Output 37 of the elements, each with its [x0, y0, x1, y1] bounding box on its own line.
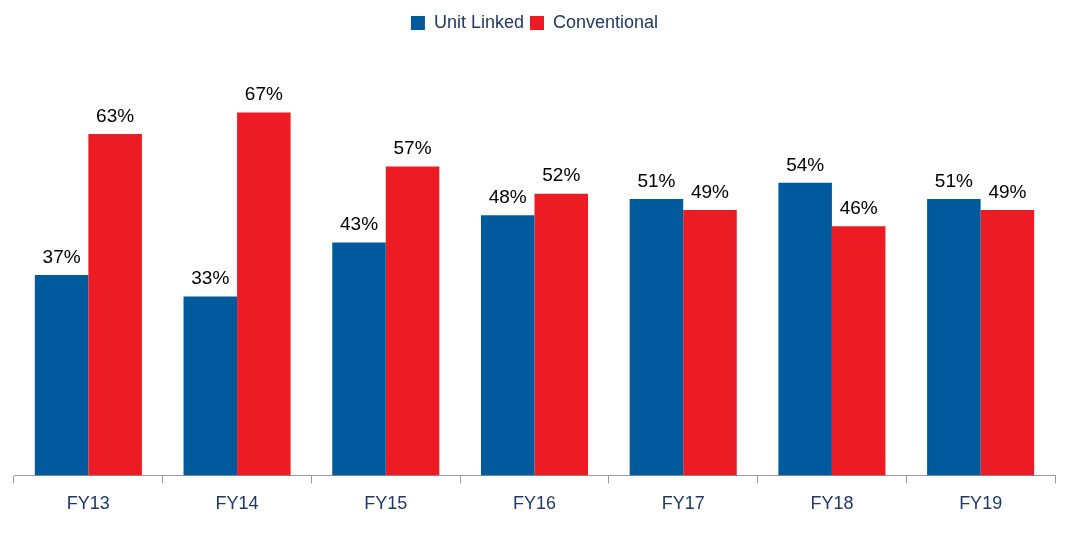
- data-label: 51%: [934, 169, 973, 191]
- bar: [831, 226, 886, 476]
- data-label: 37%: [42, 245, 81, 267]
- data-label: 49%: [988, 180, 1027, 202]
- data-label: 33%: [191, 267, 230, 289]
- bar: [332, 242, 386, 476]
- data-label: 46%: [839, 196, 878, 218]
- data-label: 57%: [393, 137, 432, 159]
- data-label: 52%: [542, 164, 581, 186]
- legend-label: Conventional: [552, 11, 659, 32]
- legend-label: Unit Linked: [433, 11, 524, 32]
- x-tick-label: FY19: [959, 493, 1003, 514]
- data-label: 54%: [786, 153, 825, 175]
- x-tick-label: FY18: [810, 493, 854, 514]
- bar: [183, 296, 238, 476]
- bar: [534, 193, 589, 476]
- data-label: 48%: [488, 186, 527, 208]
- data-label: 67%: [244, 83, 283, 105]
- data-label: 51%: [637, 169, 676, 191]
- bar: [927, 199, 981, 476]
- bar: [778, 182, 832, 476]
- bar: [629, 199, 684, 476]
- bar: [385, 166, 440, 476]
- bar: [88, 134, 142, 476]
- bar: [980, 209, 1035, 476]
- data-label: 63%: [96, 104, 135, 126]
- x-tick-label: FY13: [66, 493, 110, 514]
- bar: [480, 215, 535, 476]
- x-tick-label: FY14: [215, 493, 259, 514]
- x-tick-label: FY15: [364, 493, 408, 514]
- x-tick-label: FY16: [512, 493, 557, 514]
- data-label: 49%: [690, 180, 730, 202]
- bar: [34, 274, 89, 476]
- bar: [683, 209, 737, 476]
- x-tick-label: FY17: [661, 493, 705, 514]
- data-label: 43%: [340, 213, 379, 235]
- bar: [237, 112, 291, 476]
